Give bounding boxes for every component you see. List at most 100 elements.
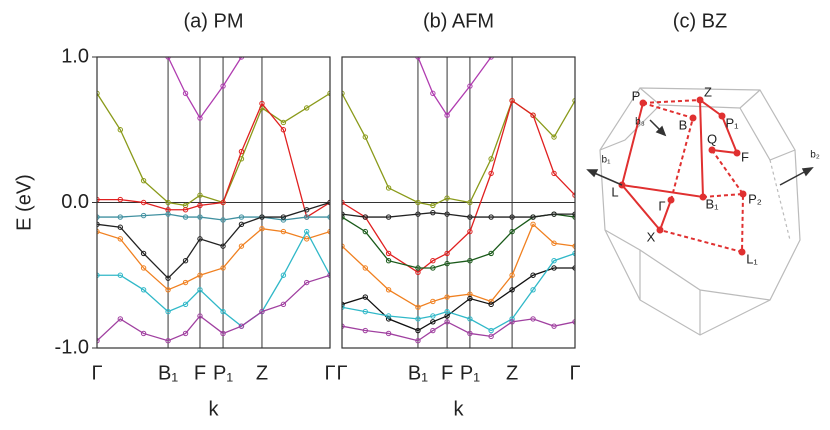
band-point — [551, 170, 557, 177]
band-point — [385, 287, 392, 293]
x-axis-label: k — [454, 398, 465, 420]
band-point — [140, 287, 147, 293]
x-tick-label: Γ — [569, 362, 580, 384]
plot-area — [342, 57, 575, 344]
band-point — [415, 304, 421, 310]
band-point — [362, 327, 368, 334]
x-tick-label: Γ — [91, 362, 102, 384]
band-point — [467, 83, 473, 89]
band-point — [530, 287, 536, 293]
band-point — [342, 214, 345, 220]
band-point — [530, 316, 536, 322]
band-point — [385, 316, 392, 322]
band-point — [467, 214, 473, 220]
band-line — [97, 92, 330, 207]
zone-outline — [599, 87, 801, 336]
band-point — [342, 304, 345, 310]
panel-title: (c) BZ — [673, 10, 727, 32]
x-tick-label: B₁ — [158, 362, 178, 384]
zone-edge — [639, 249, 701, 335]
band-point — [362, 294, 368, 300]
band-point — [304, 236, 310, 242]
band-point — [430, 327, 436, 334]
band-point — [197, 236, 203, 242]
band-point — [182, 330, 189, 337]
band-point — [467, 316, 473, 322]
band-point — [509, 287, 515, 293]
band-point — [280, 228, 287, 235]
band-point — [430, 319, 436, 325]
band-point — [165, 338, 171, 344]
band-point — [342, 243, 345, 249]
band-point — [197, 115, 203, 121]
band-point — [415, 327, 421, 334]
band-point — [415, 316, 421, 322]
band-point — [238, 57, 245, 60]
band-point — [259, 214, 265, 220]
band-point — [415, 211, 421, 217]
bz-label: Q — [707, 131, 717, 146]
zone-edge — [599, 104, 661, 151]
band-point — [238, 221, 245, 228]
band-point — [140, 330, 147, 337]
band-point — [551, 323, 557, 329]
band-point — [488, 327, 494, 334]
band-point — [444, 250, 450, 257]
band-point — [444, 294, 450, 300]
band-point — [280, 301, 287, 308]
band-point — [197, 287, 203, 293]
zone-edge-hidden — [769, 159, 791, 241]
band-point — [444, 260, 450, 267]
band-point — [509, 316, 515, 322]
zone-edge — [699, 289, 771, 301]
band-point — [304, 105, 310, 111]
y-tick-label: 1.0 — [61, 45, 89, 67]
band-point — [530, 221, 536, 228]
band-point — [182, 279, 189, 286]
band-point — [140, 265, 147, 271]
band-line — [342, 318, 575, 342]
band-point — [117, 214, 124, 220]
band-point — [140, 212, 147, 219]
band-point — [430, 298, 436, 305]
band-point — [238, 148, 245, 155]
band-point — [165, 211, 171, 217]
band-point — [280, 214, 287, 220]
bz-label: L₁ — [746, 251, 758, 266]
band-point — [165, 57, 171, 60]
brillouin-zone — [586, 87, 814, 336]
x-tick-label: Z — [256, 362, 268, 384]
band-point — [182, 301, 189, 308]
band-point — [197, 214, 203, 220]
band-point — [304, 214, 310, 220]
band-point — [488, 214, 494, 220]
band-point — [488, 250, 494, 257]
band-point — [220, 265, 226, 271]
arrows — [586, 119, 814, 186]
band-point — [415, 57, 421, 60]
band-point — [362, 265, 368, 271]
band-point — [385, 250, 392, 257]
bz-label: Γ — [658, 198, 665, 213]
band-line — [97, 274, 330, 342]
band-point — [530, 214, 536, 220]
band-point — [304, 228, 310, 235]
band-point — [280, 119, 287, 126]
band-point — [117, 224, 124, 230]
bz-label: B₁ — [705, 196, 719, 211]
band-point — [509, 97, 515, 104]
bz-label: Z — [704, 84, 712, 99]
band-line — [97, 228, 330, 291]
band-point — [444, 319, 450, 325]
band-point — [488, 57, 494, 60]
band-point — [444, 308, 450, 315]
band-point — [117, 127, 124, 133]
plot-frame — [341, 56, 576, 349]
band-point — [385, 185, 392, 191]
band-point — [430, 258, 436, 264]
band-point — [342, 301, 345, 308]
x-tick-label: Z — [506, 362, 518, 384]
band-point — [117, 272, 124, 278]
band-point — [467, 295, 473, 302]
band-point — [444, 112, 450, 118]
